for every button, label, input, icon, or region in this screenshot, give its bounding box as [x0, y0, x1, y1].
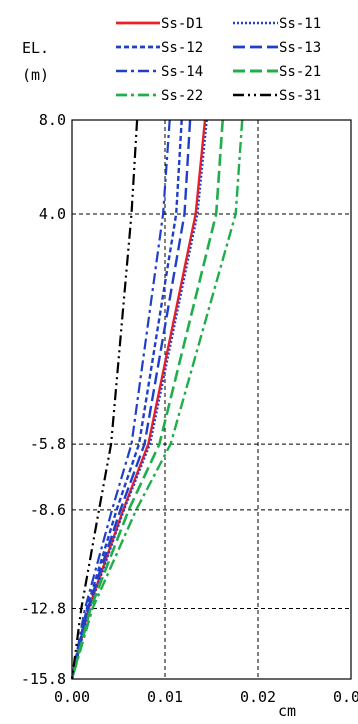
legend-label: Ss-D1: [161, 16, 203, 32]
series-line-ss-14: [70, 119, 171, 680]
legend-label: Ss-12: [161, 40, 203, 56]
series-line-ss-12: [70, 119, 183, 680]
y-tick-label: 8.0: [39, 111, 66, 129]
legend-label: Ss-13: [279, 40, 321, 56]
x-tick-label: 0.00: [54, 688, 90, 706]
legend-label: Ss-11: [279, 16, 321, 32]
x-tick-label: 0.01: [147, 688, 183, 706]
grid: [72, 120, 351, 679]
series-line-ss-21: [70, 119, 224, 680]
legend-label: Ss-31: [279, 88, 321, 104]
x-tick-labels: 0.00 0.01 0.02 0.03: [54, 688, 358, 706]
y-tick-label: 4.0: [39, 205, 66, 223]
legend-label: Ss-22: [161, 88, 203, 104]
y-axis-label-line1: EL.: [22, 39, 49, 57]
legend-label: Ss-21: [279, 64, 321, 80]
legend: Ss-D1 Ss-11 Ss-12 Ss-13 Ss-14 Ss-21 Ss-22 Ss-31: [116, 16, 321, 104]
x-tick-label: 0.02: [240, 688, 276, 706]
series-line-ss-31: [70, 119, 139, 680]
y-tick-label: -12.8: [21, 600, 66, 618]
series-group: [70, 119, 244, 680]
y-tick-label: -15.8: [21, 670, 66, 688]
y-tick-label: -5.8: [30, 435, 66, 453]
series-line-ss-13: [70, 119, 192, 680]
y-axis-label-line2: (m): [22, 66, 49, 84]
plot-frame: [71, 119, 352, 680]
y-tick-label: -8.6: [30, 501, 66, 519]
x-axis-unit: cm: [278, 702, 296, 720]
x-tick-label: 0.03: [333, 688, 358, 706]
y-tick-labels: 8.0 4.0 -5.8 -8.6 -12.8 -15.8: [21, 111, 66, 688]
legend-label: Ss-14: [161, 64, 203, 80]
